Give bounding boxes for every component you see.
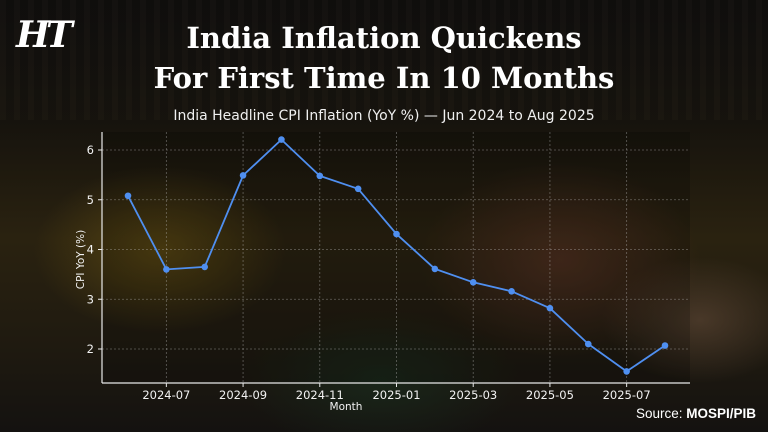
x-tick-label: 2025-07: [603, 388, 651, 402]
data-point-marker: [584, 340, 592, 348]
data-point-marker: [278, 136, 285, 143]
data-point-marker: [393, 230, 400, 238]
x-tick-label: 2024-11: [296, 388, 344, 402]
headline-line-1: India Inflation Quickens: [186, 21, 582, 55]
y-tick-label: 6: [87, 143, 94, 157]
y-tick-label: 2: [87, 342, 94, 356]
data-point-marker: [661, 342, 669, 349]
source-prefix: Source:: [635, 406, 683, 421]
data-point-marker: [623, 368, 630, 375]
data-point-marker: [508, 287, 515, 295]
data-point-marker: [239, 172, 247, 179]
chart-title: India Headline CPI Inflation (YoY %) — J…: [173, 108, 595, 124]
data-point-marker: [163, 266, 170, 273]
source-name: MOSPI/PIB: [686, 406, 756, 421]
data-point-marker: [316, 172, 324, 180]
y-tick-label: 3: [87, 292, 94, 306]
x-axis-label: Month: [330, 401, 363, 413]
data-point-marker: [124, 192, 132, 200]
data-point-marker: [354, 185, 362, 193]
x-tick-label: 2025-01: [372, 388, 420, 402]
data-point-marker: [201, 263, 209, 271]
y-tick-label: 5: [87, 193, 94, 207]
headline: India Inflation Quickens For First Time …: [0, 18, 768, 98]
y-tick-label: 4: [87, 243, 94, 257]
data-point-marker: [431, 265, 439, 273]
y-axis-label: CPI YoY (%): [75, 230, 87, 289]
plot-area: [102, 132, 690, 383]
background-shelf: [0, 0, 768, 120]
source-credit: Source: MOSPI/PIB: [636, 406, 756, 421]
x-tick-label: 2025-03: [449, 388, 497, 402]
ht-logo: HT: [16, 14, 73, 56]
x-tick-label: 2024-07: [142, 388, 190, 402]
x-tick-label: 2025-05: [526, 388, 574, 402]
x-tick-label: 2024-09: [219, 388, 267, 402]
data-point-marker: [469, 279, 477, 286]
data-point-marker: [546, 304, 554, 312]
headline-line-2: For First Time In 10 Months: [153, 61, 615, 95]
